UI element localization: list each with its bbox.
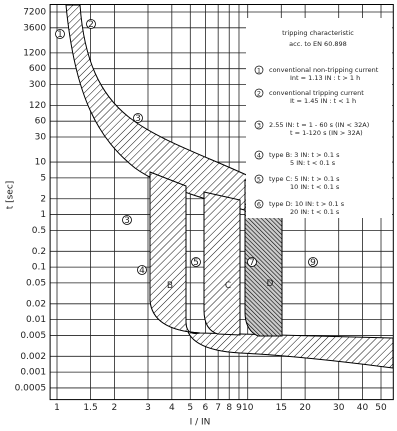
annotation: B [167,281,173,291]
x-tick-label: 40 [357,403,369,413]
annotation-circle [137,265,147,275]
legend-marker [254,199,264,209]
y-tick-label: 0.005 [20,331,46,341]
band-d [244,203,283,337]
legend-text: 5 IN: t < 0.1 s [290,159,336,167]
x-tick-label: 8 [226,403,232,413]
y-tick-label: 2 [40,194,46,204]
y-tick-label: 0.05 [26,278,46,288]
band-b [149,171,201,334]
y-tick-label: 1200 [23,48,46,58]
x-tick-label: 1 [54,403,60,413]
y-tick-label: 300 [29,80,46,90]
axes: 1 1.5 2 3 4 5 6 7 8 9 10 15 20 30 40 507200360012006003… [15,7,387,413]
legend-title: tripping characteristic [282,29,354,37]
x-tick-label: 2 [112,403,118,413]
x-axis-title: I / IN [190,418,211,428]
x-tick-label: 1.5 [83,403,97,413]
annotation: 9 [310,258,316,268]
legend-marker [254,120,264,130]
y-tick-label: 60 [35,117,47,127]
x-tick-label: 5 [187,403,193,413]
y-tick-label: 0.5 [32,226,46,236]
annotation-circle [247,257,257,267]
y-tick-label: 0.2 [32,247,46,257]
legend-text: It = 1.45 IN : t < 1 h [290,97,356,105]
x-tick-label: 10 [242,403,254,413]
y-tick-label: 1 [40,210,46,220]
legend-text: type B: 3 IN: t > 0.1 s [269,151,340,159]
x-tick-label: 30 [333,403,345,413]
x-tick-label: 50 [375,403,387,413]
x-tick-label: 9 [236,403,242,413]
annotation: 2 [88,20,94,30]
legend-marker [254,65,264,75]
legend-marker-label: 4 [257,152,261,160]
annotation: 3 [135,114,141,124]
y-tick-label: 0.0005 [15,383,47,393]
legend-box [246,18,392,218]
y-tick-label: 5 [40,173,46,183]
annotation-circle [122,215,132,225]
annotation: 5 [193,258,199,268]
y-tick-label: 120 [29,101,46,111]
legend-text: 20 IN: t < 0.1 s [290,208,340,216]
y-tick-label: 0.001 [20,368,46,378]
legend-marker-label: 6 [257,201,261,209]
legend-text: Int = 1.13 IN : t > 1 h [290,74,360,82]
legend-marker-label: 3 [257,122,261,130]
legend-text: t = 1-120 s (IN > 32A) [290,129,363,137]
legend-title: acc. to EN 60.898 [289,40,347,48]
legend-text: type D: 10 IN: t > 0.1 s [269,200,345,208]
annotation: 4 [139,266,145,276]
annotation-circle [133,113,143,123]
annotation-circle [308,257,318,267]
x-tick-label: 7 [215,403,221,413]
y-tick-label: 10 [35,158,47,168]
y-tick-label: 0.1 [32,263,46,273]
legend-text: conventional tripping current [269,89,364,97]
legend-text: 10 IN: t < 0.1 s [290,183,340,191]
legend-marker-label: 5 [257,176,261,184]
annotation: 1 [57,30,63,40]
annotation: 7 [249,258,255,268]
legend-marker-label: 2 [257,90,261,98]
legend-marker [254,150,264,160]
annotation-circle [55,29,65,39]
y-tick-label: 30 [35,133,47,143]
y-tick-label: 7200 [23,7,46,17]
annotation: D [267,279,274,289]
annotation-circle [191,257,201,267]
x-tick-label: 20 [299,403,311,413]
legend-marker [254,174,264,184]
y-tick-label: 600 [29,64,46,74]
annotation: 3 [124,216,130,226]
legend-text: 2.55 IN: t = 1 - 60 s (IN < 32A) [269,121,369,129]
legend-marker-label: 1 [257,67,261,75]
y-tick-label: 0.002 [20,352,46,362]
y-tick-label: 0.02 [26,299,46,309]
legend-text: conventional non-tripping current [269,66,379,74]
legend-marker [254,88,264,98]
plot-frame [49,4,394,401]
legend-text: type C: 5 IN: t > 0.1 s [269,175,340,183]
band-c [203,191,241,336]
annotation: C [225,281,231,291]
y-tick-label: 3600 [23,23,46,33]
y-axis-title: t [sec] [6,181,16,210]
x-tick-label: 3 [145,403,151,413]
x-tick-label: 4 [169,403,175,413]
x-tick-label: 15 [276,403,287,413]
legend: tripping characteristic acc. to EN 60.898… [254,29,379,216]
x-tick-label: 6 [203,403,209,413]
y-tick-label: 0.01 [26,315,46,325]
annotation-circle [86,19,96,29]
